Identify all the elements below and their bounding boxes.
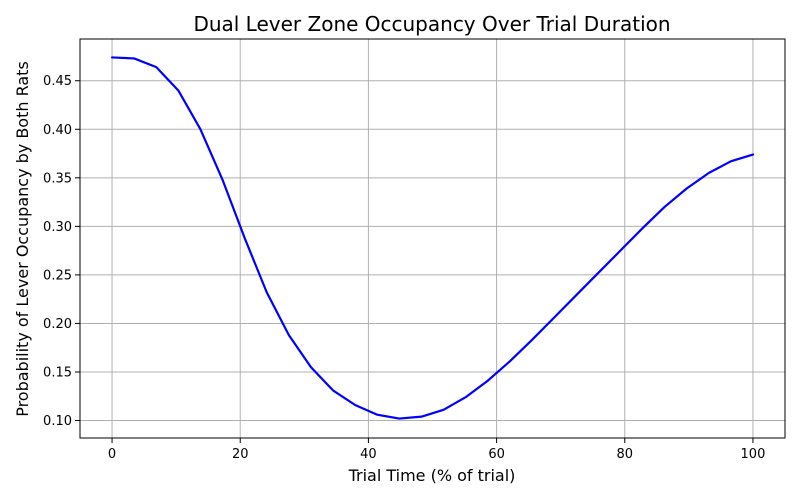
x-tick-label: 0: [108, 447, 116, 462]
grid-layer: [80, 39, 785, 438]
x-tick-label: 40: [360, 447, 377, 462]
y-tick-label: 0.10: [43, 414, 72, 429]
y-tick-label: 0.45: [43, 74, 72, 89]
x-tick-label: 20: [232, 447, 249, 462]
plot-frame: [79, 38, 786, 439]
y-tick-label: 0.40: [43, 123, 72, 138]
y-tick-label: 0.20: [43, 317, 72, 332]
y-tick-label: 0.35: [43, 171, 72, 186]
x-axis-title: Trial Time (% of trial): [348, 466, 516, 485]
series-layer: [110, 56, 755, 420]
y-tick-label: 0.30: [43, 220, 72, 235]
axes-layer: 0 20 40 60 80 100 0.10 0.15 0.20 0.25 0.30 0.35 0.40…: [43, 74, 765, 462]
series-line: [110, 56, 755, 420]
x-tick-label: 60: [488, 447, 505, 462]
x-tick-label: 100: [741, 447, 766, 462]
y-axis-title: Probability of Lever Occupancy by Both R…: [13, 61, 32, 417]
chart-title: Dual Lever Zone Occupancy Over Trial Dur…: [193, 12, 670, 36]
y-tick-label: 0.15: [43, 365, 72, 380]
y-tick-label: 0.25: [43, 268, 72, 283]
x-tick-label: 80: [616, 447, 633, 462]
